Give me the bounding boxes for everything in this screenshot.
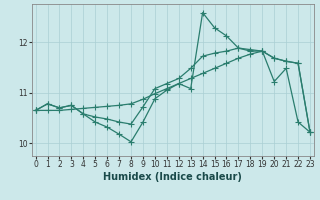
X-axis label: Humidex (Indice chaleur): Humidex (Indice chaleur) xyxy=(103,172,242,182)
